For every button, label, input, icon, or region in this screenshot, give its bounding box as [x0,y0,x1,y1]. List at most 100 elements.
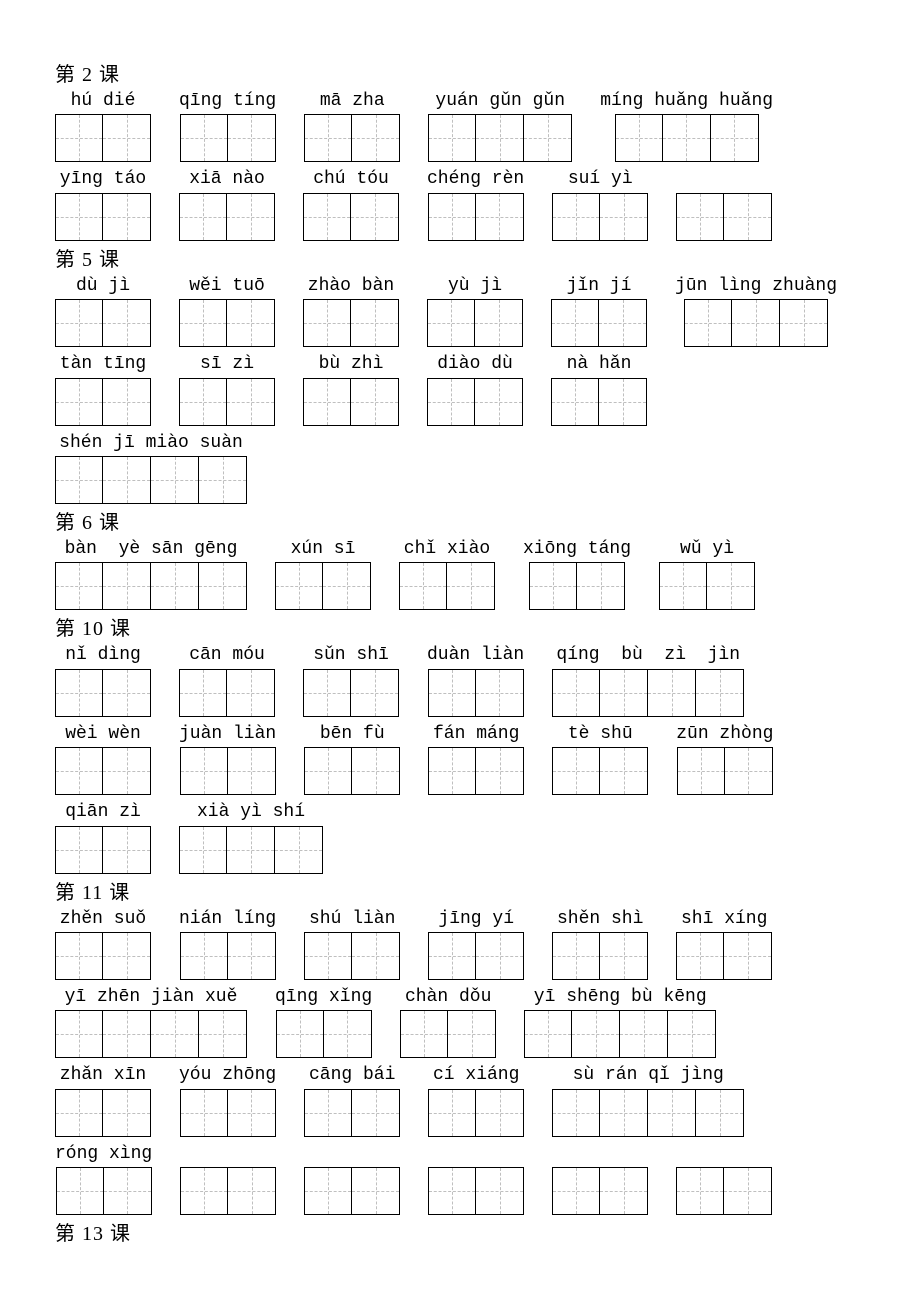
tianzige-cell [476,1167,524,1215]
pinyin-label: bēn fù [320,723,385,746]
tianzige-cell [552,747,600,795]
tianzige-cell [103,1010,151,1058]
tianzige-cell [304,1167,352,1215]
tianzige-cell [103,299,151,347]
pinyin-label: wèi wèn [65,723,141,746]
word-group: wǔ yì [659,538,755,610]
tianzige-cell [303,378,351,426]
tianzige-cell [476,114,524,162]
tianzige-cell [227,299,275,347]
pinyin-label: xiōng táng [523,538,631,561]
cell-group [179,299,275,347]
tianzige-cell [724,193,772,241]
word-group [676,1143,772,1215]
pinyin-label: zhǎn xīn [60,1064,146,1087]
tianzige-cell [199,562,247,610]
word-row: bàn yè sān gēngxún sīchǐ xiàoxiōng tángw… [55,538,865,610]
tianzige-cell [676,932,724,980]
word-group: yóu zhōng [179,1064,276,1136]
tianzige-cell [400,1010,448,1058]
cell-group [276,1010,372,1058]
word-group: tè shū [552,723,648,795]
pinyin-label: bù zhì [319,353,384,376]
pinyin-label: yī shēng bù kēng [534,986,707,1009]
tianzige-cell [199,1010,247,1058]
pinyin-label: tè shū [568,723,633,746]
tianzige-cell [524,1010,572,1058]
tianzige-cell [476,747,524,795]
word-group: wěi tuō [179,275,275,347]
pinyin-label: xià yì shí [197,801,305,824]
word-group: róng xìng [55,1143,152,1215]
word-group: chéng rèn [427,168,524,240]
pinyin-label: bàn yè sān gēng [65,538,238,561]
cell-group [552,932,648,980]
word-group: hú dié [55,90,151,162]
word-group: yuán gǔn gǔn [428,90,572,162]
cell-group [428,1167,524,1215]
tianzige-cell [103,747,151,795]
tianzige-cell [552,1089,600,1137]
tianzige-cell [103,114,151,162]
lesson-title: 第 5 课 [55,247,865,273]
tianzige-cell [352,747,400,795]
tianzige-cell [304,114,352,162]
word-group: sù rán qǐ jìng [552,1064,744,1136]
tianzige-cell [600,1089,648,1137]
word-group: qiān zì [55,801,151,873]
tianzige-cell [227,378,275,426]
tianzige-cell [303,299,351,347]
cell-group [275,562,371,610]
tianzige-cell [103,1089,151,1137]
word-group: zhào bàn [303,275,399,347]
cell-group [524,1010,716,1058]
cell-group [659,562,755,610]
word-row: yī zhēn jiàn xuěqīng xǐngchàn dǒuyī shēn… [55,986,865,1058]
tianzige-cell [724,932,772,980]
word-group: míng huǎng huǎng [600,90,773,162]
tianzige-cell [599,299,647,347]
pinyin-label: qīng xǐng [275,986,372,1009]
word-group: shú liàn [304,908,400,980]
tianzige-cell [199,456,247,504]
pinyin-label: chǐ xiào [404,538,490,561]
word-group [676,168,772,240]
cell-group [303,193,399,241]
cell-group [529,562,625,610]
tianzige-cell [55,456,103,504]
cell-group [552,1089,744,1137]
pinyin-label: yù jì [448,275,502,298]
tianzige-cell [103,932,151,980]
word-group: zhǎn xīn [55,1064,151,1136]
word-row: dù jìwěi tuōzhào bànyù jìjǐn jíjūn lìng … [55,275,865,347]
pinyin-label: chú tóu [313,168,389,191]
pinyin-label [719,168,730,191]
cell-group [179,193,275,241]
pinyin-label: tàn tīng [60,353,146,376]
cell-group [304,932,400,980]
tianzige-cell [179,826,227,874]
cell-group [304,1089,400,1137]
word-group: chǐ xiào [399,538,495,610]
lesson-title: 第 2 课 [55,62,865,88]
cell-group [55,299,151,347]
cell-group [179,669,275,717]
tianzige-cell [179,193,227,241]
pinyin-label: cān móu [189,644,265,667]
tianzige-cell [707,562,755,610]
cell-group [180,1089,276,1137]
tianzige-cell [399,562,447,610]
word-group: shī xíng [676,908,772,980]
cell-group [180,932,276,980]
tianzige-cell [304,1089,352,1137]
cell-group [180,114,276,162]
tianzige-cell [572,1010,620,1058]
tianzige-cell [599,378,647,426]
pinyin-label: diào dù [437,353,513,376]
word-group: tàn tīng [55,353,151,425]
lesson-title: 第 11 课 [55,880,865,906]
cell-group [428,747,524,795]
tianzige-cell [352,1167,400,1215]
cell-group [428,114,572,162]
tianzige-cell [228,1089,276,1137]
